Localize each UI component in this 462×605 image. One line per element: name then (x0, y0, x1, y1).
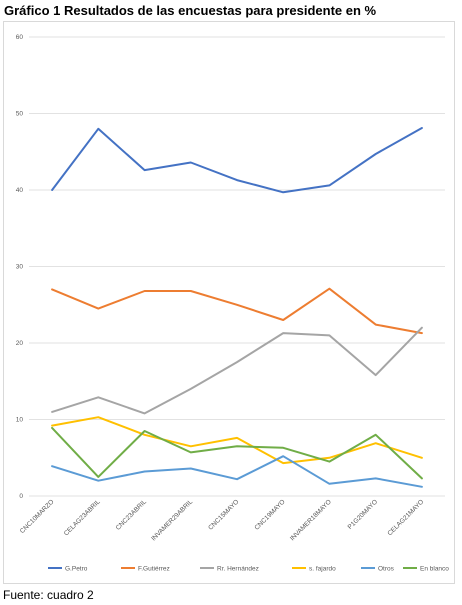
y-tick-label: 10 (16, 417, 24, 424)
legend-label: Rr. Hernández (217, 565, 259, 572)
line-chart: 0 10 20 30 40 50 60 CNC10MARZO CELAG23ABRIL CNC23… (16, 34, 450, 572)
y-tick-label: 30 (16, 264, 24, 271)
series-line-f-guti-rrez (51, 287, 423, 335)
chart-title: Gráfico 1 Resultados de las encuestas pa… (4, 3, 377, 18)
legend-label: s. fajardo (309, 565, 336, 572)
x-tick-label: CELAG23ABRIL (63, 498, 102, 537)
x-tick-label: CNC10MARZO (19, 498, 56, 535)
x-tick-label: P1G20MAYO (347, 498, 379, 530)
series-line-rr-hern-ndez (51, 326, 423, 415)
x-tick-label: CNC23ABRIL (115, 498, 149, 532)
legend-label: G.Petro (65, 565, 88, 572)
x-tick-label: INVAMER29ABRIL (150, 498, 194, 542)
legend-label: En blanco (420, 565, 449, 572)
legend-label: F.Gutiérrez (138, 565, 170, 572)
series-line-s-fajardo (51, 416, 423, 465)
y-tick-label: 40 (16, 187, 24, 194)
series-line-g-petro (51, 127, 423, 194)
y-tick-label: 60 (16, 34, 24, 41)
chart-frame: 0 10 20 30 40 50 60 CNC10MARZO CELAG23ABRIL CNC23… (3, 21, 455, 584)
y-tick-label: 20 (16, 340, 24, 347)
x-tick-label: CELAG21MAYO (386, 498, 425, 537)
y-tick-label: 50 (16, 111, 24, 118)
series-line-en-blanco (51, 426, 423, 480)
x-tick-label: INVAMER18MAYO (289, 498, 333, 542)
x-tick-label: CNC19MAYO (253, 498, 286, 531)
y-tick-label: 0 (19, 493, 23, 500)
legend-label: Otros (378, 565, 395, 572)
x-tick-label: CNC15MAYO (207, 498, 240, 531)
source-note: Fuente: cuadro 2 (3, 588, 94, 602)
series-line-otros (51, 455, 423, 488)
